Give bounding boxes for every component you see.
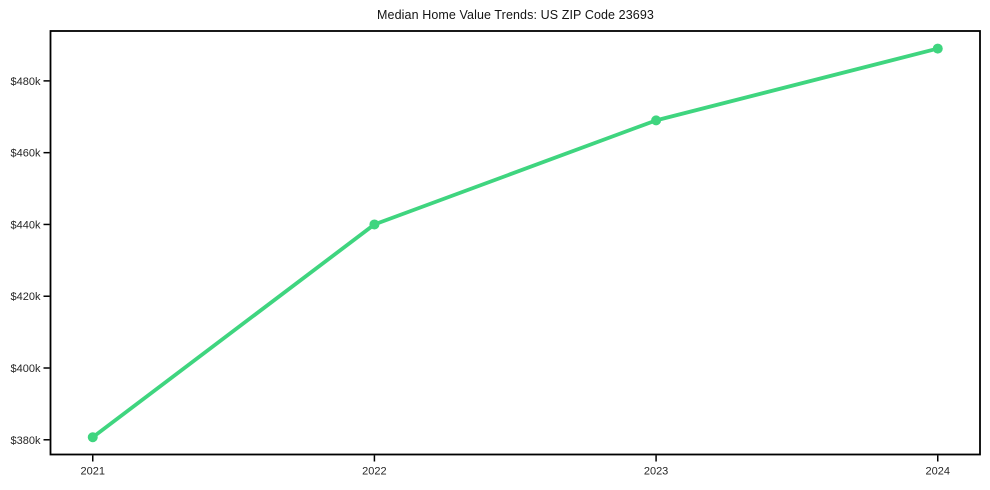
plot-border <box>49 30 981 456</box>
y-tick-label: $460k <box>11 148 41 160</box>
y-tick-label: $380k <box>11 435 41 447</box>
data-point <box>932 43 943 54</box>
chart-title: Median Home Value Trends: US ZIP Code 23… <box>377 8 654 22</box>
x-tick-label: 2023 <box>644 466 668 478</box>
y-tick-label: $440k <box>11 219 41 231</box>
data-point <box>369 219 380 230</box>
y-tick-label: $400k <box>11 363 41 375</box>
trend-line <box>90 46 940 440</box>
y-tick-label: $480k <box>11 76 41 88</box>
x-tick-label: 2022 <box>362 466 386 478</box>
y-tick-label: $420k <box>11 291 41 303</box>
x-tick-label: 2024 <box>926 466 950 478</box>
data-point <box>87 432 98 443</box>
data-point <box>651 115 662 126</box>
x-tick-label: 2021 <box>81 466 105 478</box>
